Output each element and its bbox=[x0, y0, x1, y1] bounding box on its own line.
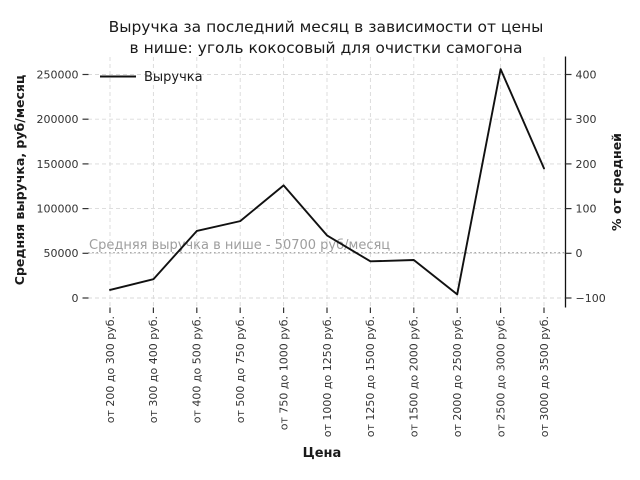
y-axis-left-ticks: 0 50000 100000 150000 200000 250000 bbox=[37, 68, 89, 305]
y-left-tick-label: 200000 bbox=[37, 113, 79, 126]
gridlines bbox=[88, 57, 565, 307]
y-left-tick-label: 50000 bbox=[44, 247, 79, 260]
y-left-tick-label: 0 bbox=[72, 292, 79, 305]
x-tick-label: от 2500 до 3000 руб. bbox=[494, 316, 507, 437]
y-right-tick-label: 400 bbox=[576, 68, 597, 81]
x-tick-label: от 1000 до 1250 руб. bbox=[321, 316, 334, 437]
x-tick-label: от 2000 до 2500 руб. bbox=[451, 316, 464, 437]
x-tick-label: от 400 до 500 руб. bbox=[191, 316, 204, 423]
x-tick-label: от 500 до 750 руб. bbox=[234, 316, 247, 423]
y-axis-right-title: % от средней bbox=[609, 133, 624, 231]
x-tick-label: от 750 до 1000 руб. bbox=[277, 316, 290, 430]
x-tick-label: от 3000 до 3500 руб. bbox=[538, 316, 551, 437]
revenue-series-line bbox=[109, 68, 545, 296]
x-axis-ticks: от 200 до 300 руб. от 300 до 400 руб. от 4… bbox=[104, 307, 551, 437]
x-axis-title: Цена bbox=[303, 446, 342, 461]
y-axis-right-ticks: −100 0 100 200 300 400 bbox=[565, 68, 606, 305]
x-tick-label: от 1500 до 2000 руб. bbox=[408, 316, 421, 437]
x-tick-label: от 1250 до 1500 руб. bbox=[364, 316, 377, 437]
y-right-tick-label: 0 bbox=[576, 247, 583, 260]
legend: Выручка bbox=[100, 70, 203, 85]
legend-label: Выручка bbox=[144, 70, 203, 85]
y-axis-left-title: Средняя выручка, руб/месяц bbox=[12, 75, 27, 285]
x-tick-label: от 300 до 400 руб. bbox=[147, 316, 160, 423]
average-revenue-annotation: Средняя выручка в нише - 50700 руб/месяц bbox=[89, 238, 390, 253]
y-left-tick-label: 100000 bbox=[37, 203, 79, 216]
y-right-tick-label: −100 bbox=[576, 292, 606, 305]
y-left-tick-label: 150000 bbox=[37, 158, 79, 171]
y-right-tick-label: 200 bbox=[576, 158, 597, 171]
chart-title-line1: Выручка за последний месяц в зависимости… bbox=[109, 18, 544, 36]
y-right-tick-label: 100 bbox=[576, 203, 597, 216]
chart-title-line2: в нише: уголь кокосовый для очистки само… bbox=[130, 39, 523, 57]
y-left-tick-label: 250000 bbox=[37, 68, 79, 81]
x-tick-label: от 200 до 300 руб. bbox=[104, 316, 117, 423]
y-right-tick-label: 300 bbox=[576, 113, 597, 126]
